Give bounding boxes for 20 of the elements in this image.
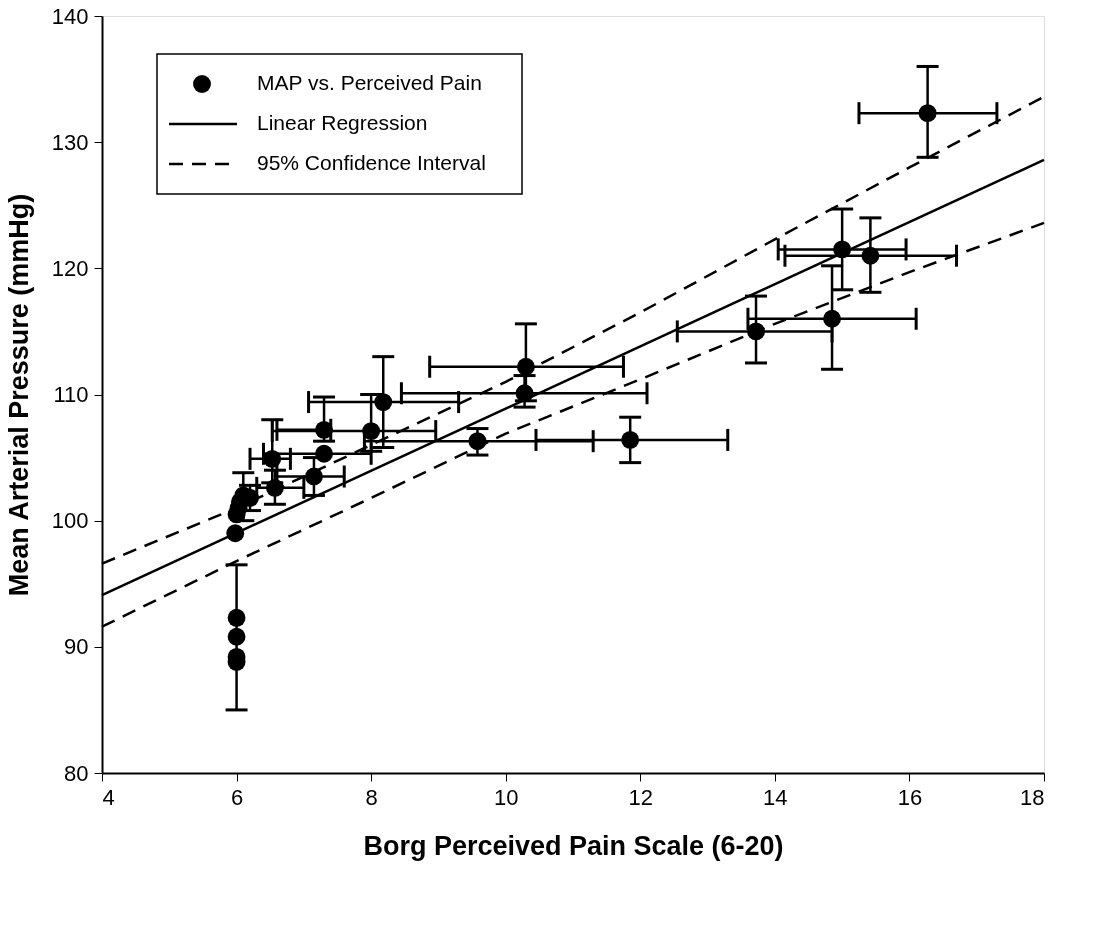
y-tick-label: 80 [64, 760, 89, 786]
x-tick-label: 14 [763, 784, 788, 810]
y-tick-label: 140 [51, 3, 89, 29]
legend-label: 95% Confidence Interval [257, 151, 486, 174]
x-tick-label: 12 [628, 784, 654, 810]
y-tick-label: 100 [51, 508, 89, 534]
x-axis-title: Borg Perceived Pain Scale (6-20) [363, 830, 784, 861]
y-tick-label: 120 [51, 255, 89, 281]
x-tick-label: 10 [493, 784, 519, 810]
legend-label: Linear Regression [257, 111, 428, 134]
x-tick-label: 6 [230, 784, 244, 810]
y-axis-title: Mean Arterial Pressure (mmHg) [3, 193, 34, 597]
x-tick-label: 18 [1020, 784, 1045, 810]
legend-label: MAP vs. Perceived Pain [257, 71, 482, 94]
y-tick-label: 130 [51, 129, 89, 155]
y-tick-label: 110 [53, 382, 89, 407]
x-tick-label: 4 [102, 784, 115, 810]
y-tick-label: 90 [64, 634, 89, 660]
x-tick-label: 8 [365, 784, 378, 810]
x-tick-label: 16 [897, 784, 923, 810]
